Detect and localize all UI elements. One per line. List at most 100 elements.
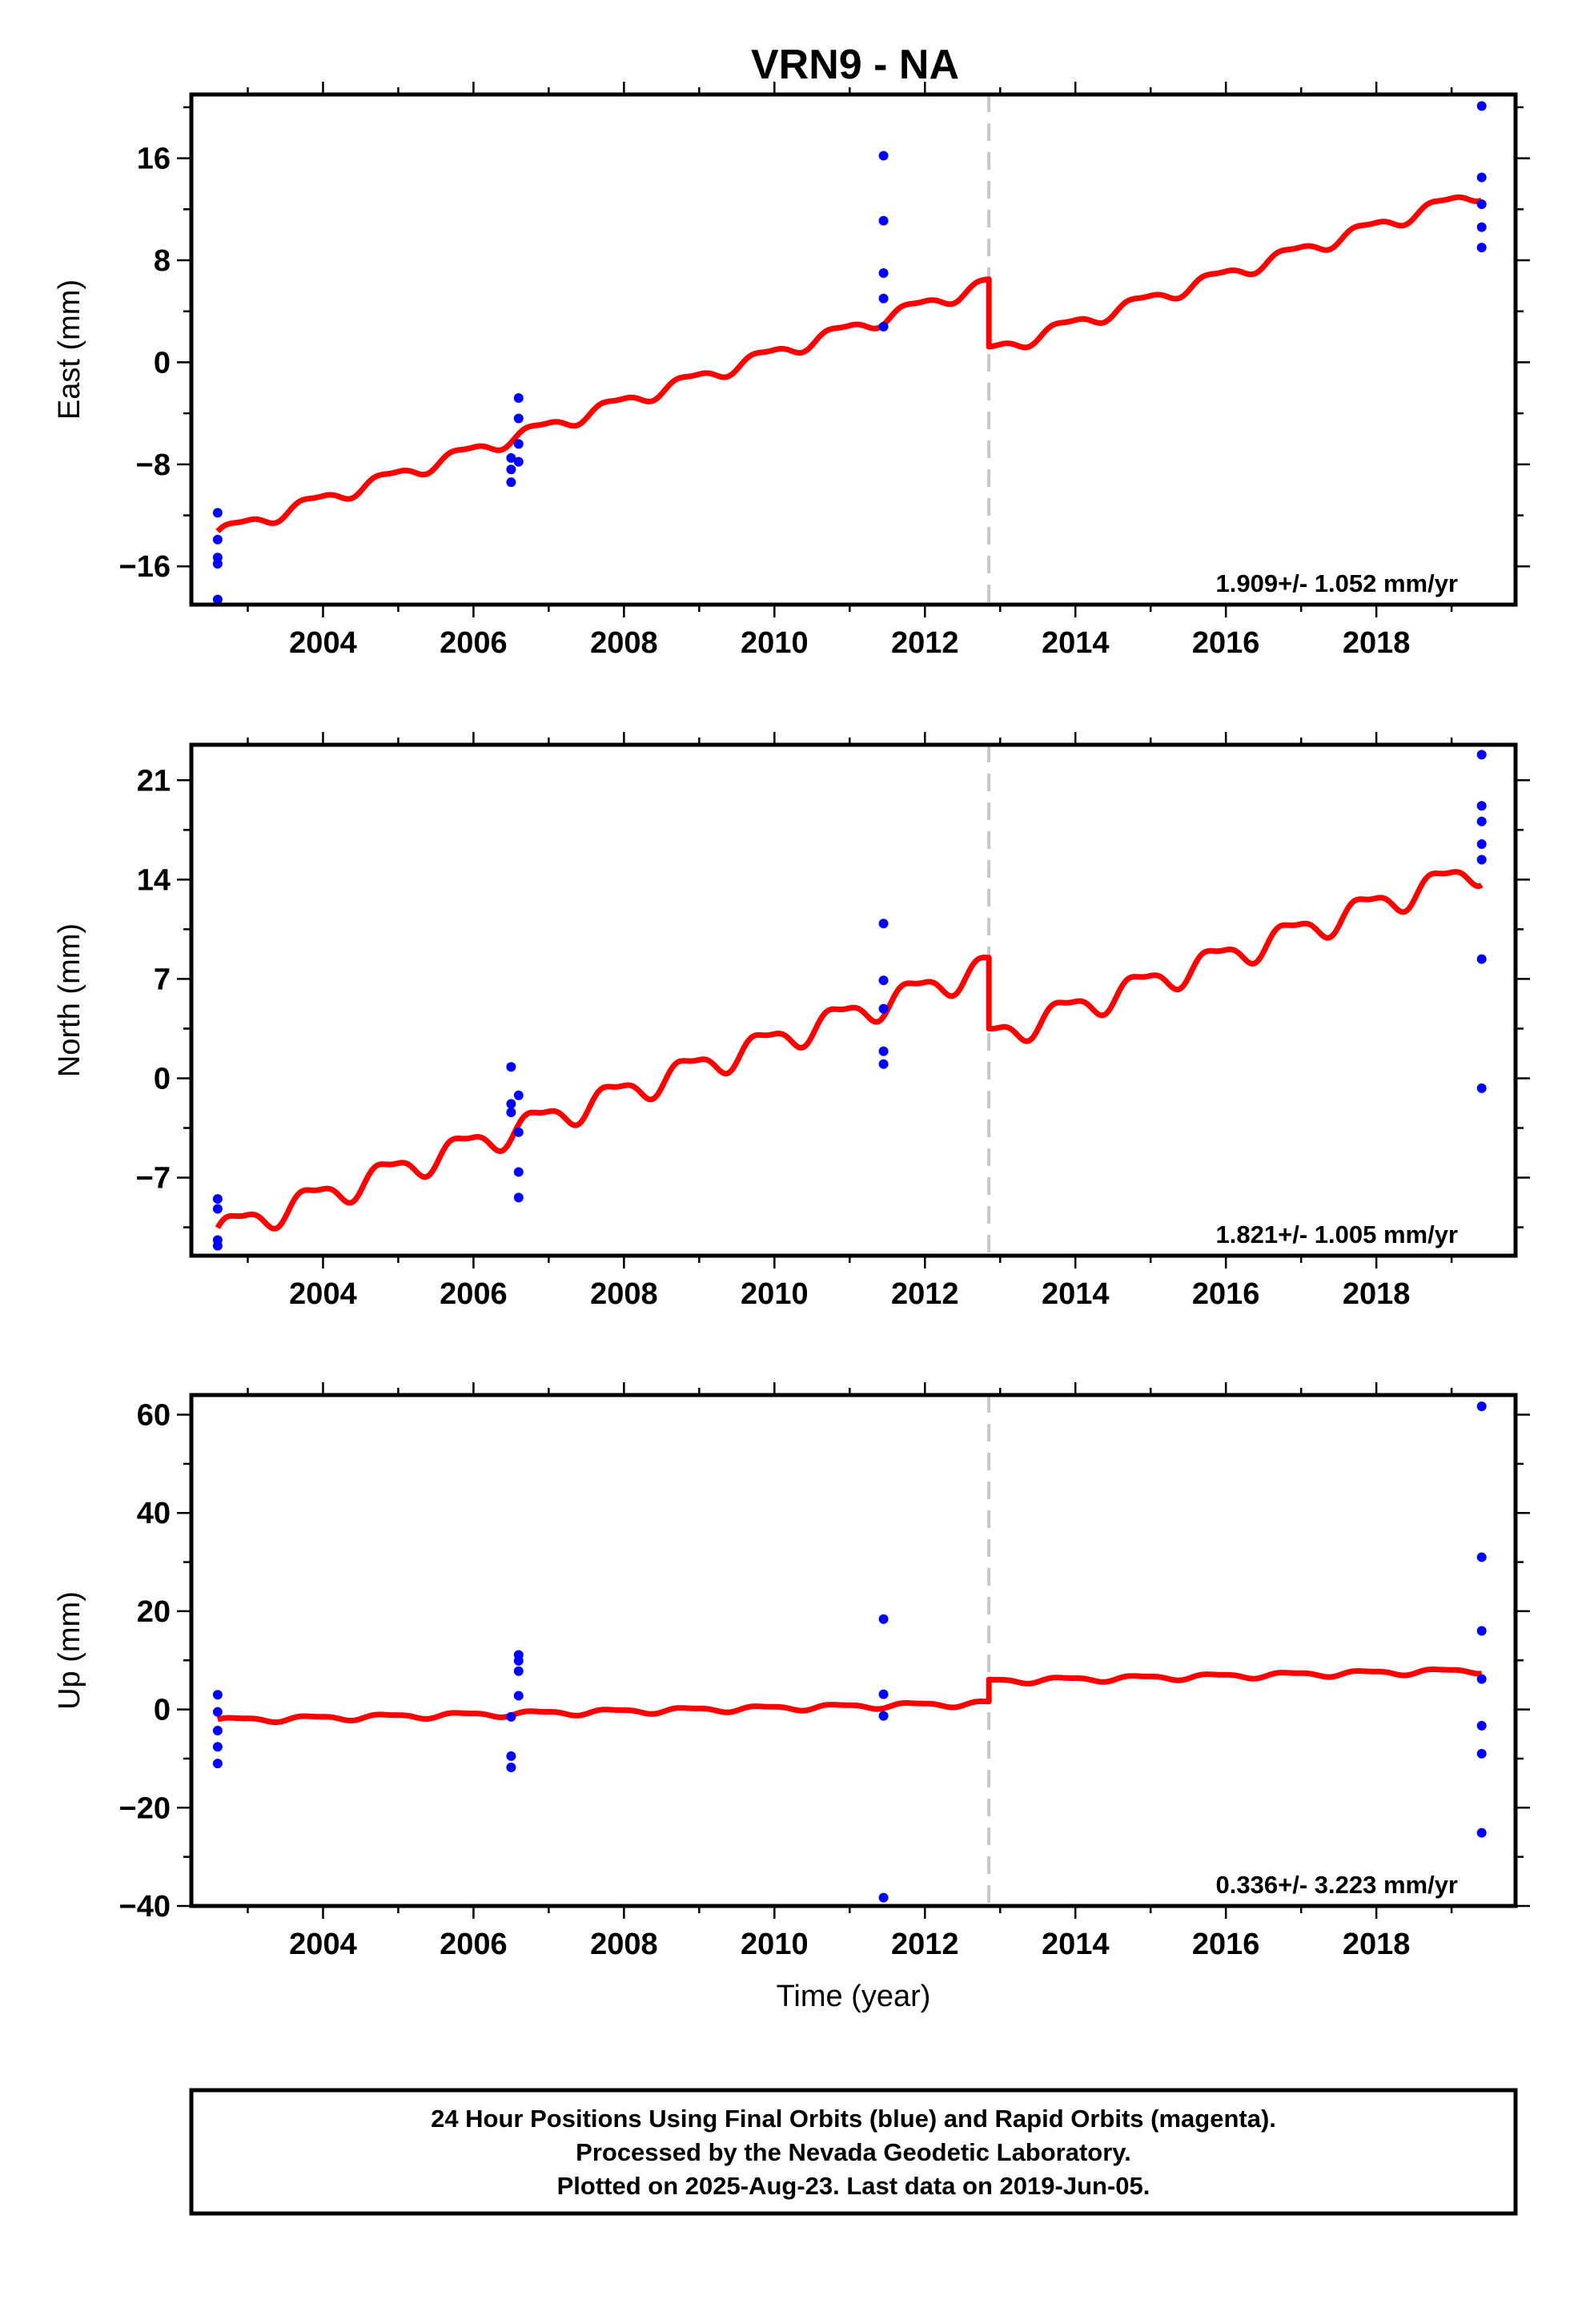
x-tick-label: 2014: [1042, 1928, 1110, 1961]
data-point: [878, 267, 889, 278]
x-tick-label: 2008: [590, 1277, 658, 1311]
x-tick-label: 2010: [741, 1277, 809, 1311]
y-tick-label: −20: [119, 1791, 171, 1825]
footer-box: 24 Hour Positions Using Final Orbits (bl…: [189, 2088, 1518, 2216]
data-point: [513, 439, 524, 449]
data-point: [1476, 1626, 1487, 1636]
data-point: [878, 1892, 889, 1903]
x-tick-label: 2012: [891, 1277, 959, 1311]
up-rate-label: 0.336+/- 3.223 mm/yr: [1216, 1871, 1458, 1899]
east-panel: 2004 2006 2008 2010 2012 2014 2016 2018 −16 −8 0 8 1…: [53, 82, 1530, 660]
data-point: [506, 452, 516, 463]
x-tick-label: 2006: [440, 1928, 508, 1961]
data-point: [513, 456, 524, 467]
x-tick-label: 2018: [1343, 1928, 1411, 1961]
y-tick-label: 20: [137, 1595, 171, 1629]
data-point: [878, 919, 889, 929]
x-tick-label: 2006: [440, 1277, 508, 1311]
data-point: [212, 1194, 223, 1204]
data-point: [1476, 1552, 1487, 1562]
y-tick-label: 14: [137, 863, 171, 897]
data-point: [506, 477, 516, 488]
north-plot-area: [212, 745, 1487, 1256]
data-point: [1476, 1401, 1487, 1412]
time-axis-label: Time (year): [777, 1980, 931, 2013]
data-point: [212, 1204, 223, 1214]
x-tick-label: 2004: [289, 1277, 357, 1311]
x-tick-label: 2010: [741, 626, 809, 660]
y-tick-label: 0: [154, 1062, 171, 1096]
data-point: [506, 1763, 516, 1773]
east-frame: [189, 92, 1518, 607]
data-point: [1476, 854, 1487, 865]
data-point: [1476, 1748, 1487, 1759]
east-axis-label: East (mm): [53, 279, 86, 420]
x-tick-label: 2008: [590, 626, 658, 660]
data-point: [212, 1240, 223, 1251]
y-tick-label: 21: [137, 764, 171, 798]
data-point: [212, 1690, 223, 1700]
y-tick-label: −7: [136, 1162, 171, 1196]
data-point: [1476, 1674, 1487, 1684]
data-point: [212, 1742, 223, 1752]
data-point: [513, 393, 524, 404]
data-point: [506, 1062, 516, 1072]
x-tick-label: 2012: [891, 626, 959, 660]
x-tick-label: 2018: [1343, 1277, 1411, 1311]
model-curve: [215, 194, 1484, 533]
x-tick-label: 2014: [1042, 1277, 1110, 1311]
data-point: [1476, 1083, 1487, 1093]
data-point: [212, 594, 223, 605]
data-point: [212, 1725, 223, 1735]
data-point: [1476, 816, 1487, 826]
x-tick-label: 2018: [1343, 626, 1411, 660]
data-point: [513, 1167, 524, 1177]
model-curve: [215, 869, 1484, 1232]
north-axis-label: North (mm): [53, 923, 86, 1077]
data-point: [878, 293, 889, 304]
data-point: [212, 1707, 223, 1717]
x-tick-label: 2004: [289, 626, 357, 660]
data-point: [212, 1759, 223, 1769]
data-point: [212, 508, 223, 518]
data-point: [1476, 801, 1487, 811]
data-point: [878, 1614, 889, 1624]
footer-line-3: Plotted on 2025-Aug-23. Last data on 201…: [557, 2172, 1150, 2200]
data-point: [506, 464, 516, 475]
y-tick-label: 0: [154, 1694, 171, 1727]
data-point: [878, 1711, 889, 1721]
x-tick-label: 2016: [1192, 1928, 1260, 1961]
data-point: [1476, 222, 1487, 232]
up-plot-area: [212, 1395, 1487, 1906]
data-point: [212, 534, 223, 545]
data-point: [878, 1689, 889, 1699]
data-point: [506, 1711, 516, 1722]
x-tick-label: 2016: [1192, 626, 1260, 660]
east-rate-label: 1.909+/- 1.052 mm/yr: [1216, 569, 1458, 597]
east-plot-area: [212, 94, 1487, 605]
up-panel: 2004 2006 2008 2010 2012 2014 2016 2018 −40 −20 0 2…: [53, 1382, 1530, 2013]
y-tick-label: 60: [137, 1399, 171, 1433]
data-point: [1476, 839, 1487, 850]
x-tick-label: 2014: [1042, 626, 1110, 660]
data-point: [513, 1655, 524, 1666]
figure-title: VRN9 - NA: [751, 42, 959, 88]
data-point: [1476, 243, 1487, 253]
y-tick-label: 40: [137, 1497, 171, 1530]
y-tick-label: −40: [119, 1890, 171, 1924]
data-point: [513, 413, 524, 424]
data-point: [506, 1099, 516, 1109]
x-tick-label: 2006: [440, 626, 508, 660]
x-tick-label: 2010: [741, 1928, 809, 1961]
north-rate-label: 1.821+/- 1.005 mm/yr: [1216, 1220, 1458, 1248]
data-point: [1476, 172, 1487, 183]
data-point: [513, 1090, 524, 1100]
data-point: [1476, 101, 1487, 111]
data-point: [1476, 750, 1487, 760]
data-point: [878, 321, 889, 332]
footer-line-1: 24 Hour Positions Using Final Orbits (bl…: [431, 2105, 1276, 2133]
north-frame: [189, 742, 1518, 1258]
data-point: [1476, 199, 1487, 209]
data-point: [1476, 954, 1487, 964]
